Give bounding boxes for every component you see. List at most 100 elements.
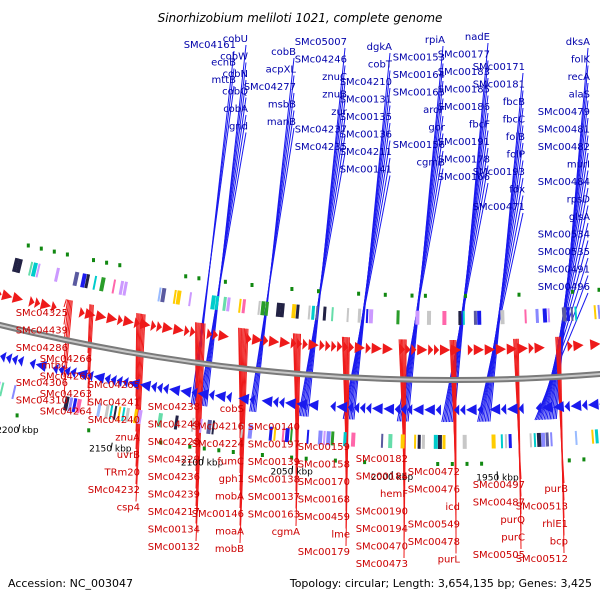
gene-arrow <box>406 404 413 416</box>
marker-dot <box>290 455 294 460</box>
reverse-gene-label: TRm20 <box>103 468 140 479</box>
gene-arrow <box>84 308 96 319</box>
gene-arrow <box>64 366 71 377</box>
marker-dot <box>582 457 586 462</box>
cog-box <box>11 257 20 273</box>
gene-arrow <box>93 372 105 384</box>
gene-arrow <box>139 380 152 392</box>
gene-arrow <box>467 344 473 356</box>
gene-arrow <box>417 344 428 356</box>
forward-gene-label: dksA <box>566 37 590 48</box>
marker-dot <box>383 292 387 297</box>
cog-box <box>136 409 143 425</box>
gene-arrow <box>261 396 273 408</box>
gene-arrow <box>564 400 571 412</box>
cog-box <box>550 432 553 447</box>
gene-arrow <box>197 389 209 400</box>
gene-arrow <box>382 343 393 355</box>
cog-box <box>570 306 574 321</box>
gene-arrow <box>348 341 354 353</box>
forward-leader-line <box>399 133 444 422</box>
outer-cog-boxes <box>0 381 599 450</box>
forward-gene-label: SMc00164 <box>393 70 445 81</box>
reverse-gene-label: SMc04439 <box>16 326 68 337</box>
gene-arrow <box>435 404 441 416</box>
summary-text: Topology: circular; Length: 3,654,135 bp… <box>289 577 592 590</box>
reverse-gene-label: SMc04325 <box>16 308 68 319</box>
cog-box <box>104 404 110 419</box>
forward-gene-label: dgkA <box>367 42 392 53</box>
gene-arrow <box>262 335 269 346</box>
reverse-gene-label: mobB <box>215 544 244 555</box>
cog-box <box>11 385 17 400</box>
forward-leader-line <box>342 175 391 420</box>
marker-dot <box>26 243 30 248</box>
gene-arrow <box>169 385 181 397</box>
marker-dot <box>480 461 484 466</box>
gene-arrow <box>319 339 325 351</box>
cog-box <box>542 308 548 323</box>
backbone-highlight <box>0 323 600 382</box>
map-title: Sinorhizobium meliloti 1021, complete ge… <box>158 11 443 25</box>
reverse-gene-label: hemF <box>380 489 408 500</box>
gene-arrow <box>589 339 600 351</box>
gene-arrow <box>11 292 23 303</box>
cog-box <box>547 308 551 323</box>
cog-box <box>413 434 417 449</box>
forward-gene-label: glsA <box>569 212 590 223</box>
reverse-leader-line <box>239 328 248 526</box>
forward-gene-label: fbcB <box>503 97 525 108</box>
gene-arrow <box>424 404 435 416</box>
gene-arrow <box>35 361 48 372</box>
reverse-leader-line <box>239 328 247 509</box>
cog-box <box>30 262 38 277</box>
gene-arrow <box>0 291 2 296</box>
forward-gene-label: nadE <box>465 32 490 43</box>
cog-box <box>117 406 122 421</box>
reverse-gene-label: SMc00140 <box>248 422 300 433</box>
reverse-gene-label: SMc00146 <box>192 509 244 520</box>
cog-box <box>477 310 482 325</box>
reverse-gene-label: SMc00459 <box>298 512 350 523</box>
forward-gene-label: SMc00135 <box>340 112 392 123</box>
reverse-leader-line <box>135 313 144 467</box>
reverse-gene-label: SMc00470 <box>356 542 408 553</box>
forward-gene-label: znuC <box>322 72 347 83</box>
forward-leader-line <box>478 195 524 422</box>
forward-gene-label: cobA <box>223 104 248 115</box>
reverse-leader-line <box>63 300 71 360</box>
cog-box <box>322 306 327 321</box>
reverse-leader-line <box>195 323 205 524</box>
forward-gene-label: folB <box>506 132 525 143</box>
kbp-tick-label: 1950 kbp <box>476 473 519 483</box>
forward-gene-label: fbcF <box>469 120 490 131</box>
forward-gene-label: cgmB <box>417 158 446 169</box>
reverse-gene-label: cobS <box>220 404 244 415</box>
reverse-gene-label: SMc00158 <box>298 460 350 471</box>
gene-arrow <box>588 398 599 410</box>
cog-box <box>291 304 297 319</box>
kbp-tick-label: 2100 kbp <box>181 458 224 468</box>
gene-arrow <box>34 297 41 308</box>
cog-box <box>188 292 193 307</box>
gene-arrow <box>238 393 250 405</box>
cog-box <box>524 309 527 324</box>
cog-box <box>273 426 277 442</box>
forward-gene-label: SMc00165 <box>393 88 445 99</box>
forward-gene-label: fdx <box>509 185 525 196</box>
reverse-leader-line <box>345 337 350 547</box>
cog-box <box>317 430 323 445</box>
forward-gene-label: SMc04235 <box>295 142 347 153</box>
gene-arrow <box>52 363 59 375</box>
reverse-leader-line <box>63 299 70 343</box>
forward-leader-line <box>545 170 589 420</box>
gene-arrow <box>296 399 308 411</box>
reverse-gene-label: SMc04240 <box>88 415 140 426</box>
cog-box <box>491 434 496 449</box>
cog-box <box>566 307 571 322</box>
reverse-gene-label: SMc00182 <box>356 454 408 465</box>
forward-leader-line <box>345 140 391 420</box>
cog-box <box>458 310 462 326</box>
reverse-gene-label: SMc04286 <box>16 343 68 354</box>
reverse-leader-line <box>403 339 407 559</box>
